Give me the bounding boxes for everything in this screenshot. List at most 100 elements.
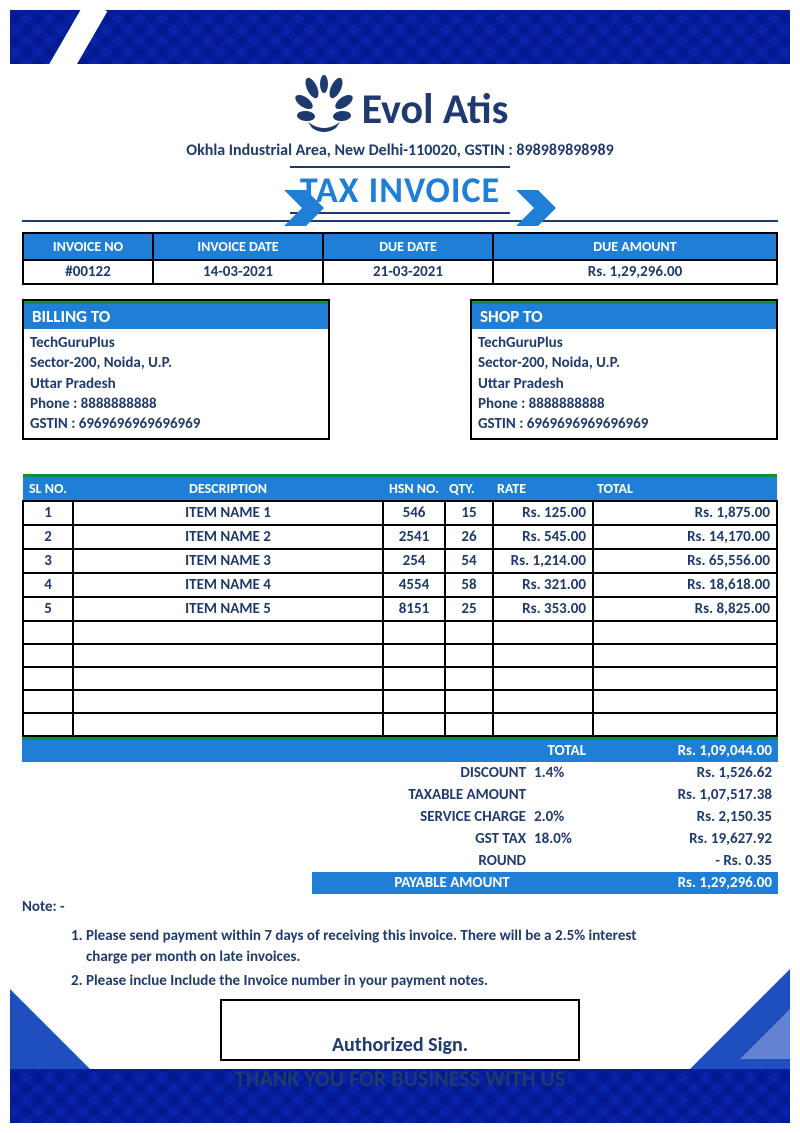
table-row: 3ITEM NAME 325454Rs. 1,214.00Rs. 65,556.… — [23, 549, 777, 573]
table-row: 4ITEM NAME 4455458Rs. 321.00Rs. 18,618.0… — [23, 573, 777, 597]
total-value: Rs. 1,09,044.00 — [592, 739, 778, 763]
billing-line1: Sector-200, Noida, U.P. — [30, 353, 322, 373]
col-desc: DESCRIPTION — [73, 476, 383, 502]
cell-total: Rs. 14,170.00 — [593, 525, 777, 549]
note-1: Please send payment within 7 days of rec… — [86, 926, 642, 967]
payable-value: Rs. 1,29,296.00 — [592, 872, 778, 894]
notes-title: Note: - — [22, 898, 65, 916]
discount-pct: 1.4% — [532, 762, 592, 784]
cell-qty: 54 — [445, 549, 493, 573]
table-row-empty — [23, 644, 777, 667]
top-band-slash — [47, 0, 108, 81]
table-row-empty — [23, 621, 777, 644]
service-value: Rs. 2,150.35 — [592, 806, 778, 828]
cell-total: Rs. 8,825.00 — [593, 597, 777, 621]
top-pattern-band — [10, 10, 790, 64]
total-label: TOTAL — [532, 739, 592, 763]
table-row-empty — [23, 713, 777, 736]
cell-sl: 5 — [23, 597, 73, 621]
cell-hsn: 8151 — [383, 597, 445, 621]
items-section: SL NO. DESCRIPTION HSN NO. QTY. RATE TOT… — [22, 474, 778, 894]
cell-rate: Rs. 125.00 — [493, 501, 593, 525]
billing-box: BILLING TO TechGuruPlus Sector-200, Noid… — [22, 299, 330, 440]
col-total: TOTAL — [593, 476, 777, 502]
col-sl: SL NO. — [23, 476, 73, 502]
round-label: ROUND — [22, 850, 532, 872]
billing-name: TechGuruPlus — [30, 333, 322, 353]
col-hsn: HSN NO. — [383, 476, 445, 502]
cell-sl: 4 — [23, 573, 73, 597]
note-2: Please inclue Include the Invoice number… — [86, 971, 642, 991]
company-address: Okhla Industrial Area, New Delhi-110020,… — [22, 141, 778, 160]
meta-header-due: DUE DATE — [323, 233, 493, 260]
cell-total: Rs. 1,875.00 — [593, 501, 777, 525]
gst-value: Rs. 19,627.92 — [592, 828, 778, 850]
shipping-line1: Sector-200, Noida, U.P. — [478, 353, 770, 373]
cell-desc: ITEM NAME 2 — [73, 525, 383, 549]
discount-label: DISCOUNT — [22, 762, 532, 784]
invoice-no: #00122 — [23, 260, 153, 284]
laurel-icon — [292, 74, 356, 145]
due-date: 21-03-2021 — [323, 260, 493, 284]
shipping-gstin: GSTIN : 6969696969696969 — [478, 414, 770, 434]
header-row: Evol Atis — [22, 74, 778, 145]
service-pct: 2.0% — [532, 806, 592, 828]
tax-invoice-banner: TAX INVOICE — [22, 166, 778, 222]
table-row-empty — [23, 690, 777, 713]
items-table: SL NO. DESCRIPTION HSN NO. QTY. RATE TOT… — [22, 474, 778, 737]
shipping-name: TechGuruPlus — [478, 333, 770, 353]
table-row: 2ITEM NAME 2254126Rs. 545.00Rs. 14,170.0… — [23, 525, 777, 549]
gst-pct: 18.0% — [532, 828, 592, 850]
totals-table: TOTAL Rs. 1,09,044.00 DISCOUNT 1.4% Rs. … — [22, 737, 778, 894]
discount-value: Rs. 1,526.62 — [592, 762, 778, 784]
cell-total: Rs. 18,618.00 — [593, 573, 777, 597]
cell-desc: ITEM NAME 5 — [73, 597, 383, 621]
col-qty: QTY. — [445, 476, 493, 502]
shipping-line2: Uttar Pradesh — [478, 374, 770, 394]
table-row: 1ITEM NAME 154615Rs. 125.00Rs. 1,875.00 — [23, 501, 777, 525]
payable-label: PAYABLE AMOUNT — [312, 872, 592, 894]
notes-section: Note: - Please send payment within 7 day… — [22, 898, 778, 991]
cell-hsn: 254 — [383, 549, 445, 573]
round-value: - Rs. 0.35 — [592, 850, 778, 872]
service-label: SERVICE CHARGE — [22, 806, 532, 828]
invoice-date: 14-03-2021 — [153, 260, 323, 284]
address-row: BILLING TO TechGuruPlus Sector-200, Noid… — [22, 299, 778, 440]
cell-sl: 3 — [23, 549, 73, 573]
cell-rate: Rs. 1,214.00 — [493, 549, 593, 573]
cell-desc: ITEM NAME 4 — [73, 573, 383, 597]
invoice-content: Evol Atis Okhla Industrial Area, New Del… — [22, 70, 778, 1063]
cell-hsn: 4554 — [383, 573, 445, 597]
gst-label: GST TAX — [22, 828, 532, 850]
cell-qty: 58 — [445, 573, 493, 597]
cell-sl: 1 — [23, 501, 73, 525]
cell-rate: Rs. 353.00 — [493, 597, 593, 621]
company-name: Evol Atis — [362, 84, 509, 135]
cell-hsn: 2541 — [383, 525, 445, 549]
meta-header-no: INVOICE NO — [23, 233, 153, 260]
thank-you: THANK YOU FOR BUSINESS WITH US — [22, 1065, 778, 1092]
cell-qty: 25 — [445, 597, 493, 621]
cell-hsn: 546 — [383, 501, 445, 525]
cell-desc: ITEM NAME 3 — [73, 549, 383, 573]
shipping-title: SHOP TO — [472, 301, 776, 329]
cell-rate: Rs. 321.00 — [493, 573, 593, 597]
shipping-phone: Phone : 8888888888 — [478, 394, 770, 414]
billing-phone: Phone : 8888888888 — [30, 394, 322, 414]
cell-sl: 2 — [23, 525, 73, 549]
col-rate: RATE — [493, 476, 593, 502]
signature-label: Authorized Sign. — [332, 1033, 468, 1057]
meta-header-date: INVOICE DATE — [153, 233, 323, 260]
table-row: 5ITEM NAME 5815125Rs. 353.00Rs. 8,825.00 — [23, 597, 777, 621]
cell-desc: ITEM NAME 1 — [73, 501, 383, 525]
table-row-empty — [23, 667, 777, 690]
signature-box: Authorized Sign. — [220, 999, 580, 1061]
meta-header-amount: DUE AMOUNT — [493, 233, 777, 260]
due-amount: Rs. 1,29,296.00 — [493, 260, 777, 284]
cell-total: Rs. 65,556.00 — [593, 549, 777, 573]
billing-gstin: GSTIN : 6969696969696969 — [30, 414, 322, 434]
cell-qty: 15 — [445, 501, 493, 525]
taxable-label: TAXABLE AMOUNT — [22, 784, 532, 806]
taxable-value: Rs. 1,07,517.38 — [592, 784, 778, 806]
invoice-meta-table: INVOICE NO INVOICE DATE DUE DATE DUE AMO… — [22, 232, 778, 285]
